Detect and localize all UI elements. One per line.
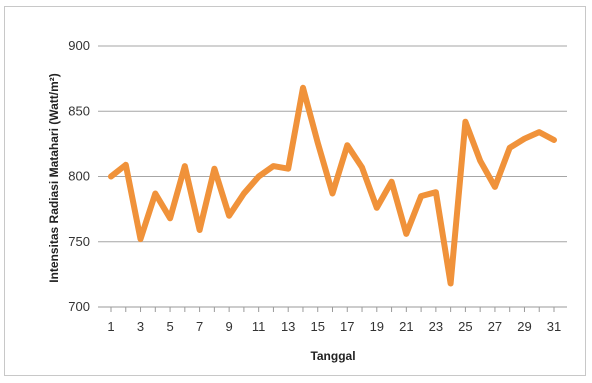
chart-frame — [4, 6, 586, 376]
y-tick-label: 800 — [68, 169, 90, 184]
x-tick-label: 3 — [137, 319, 144, 334]
x-tick-label: 15 — [310, 319, 324, 334]
x-tick-label: 1 — [107, 319, 114, 334]
x-tick-label: 11 — [252, 319, 266, 334]
series-line-0 — [108, 84, 557, 287]
x-tick-label: 27 — [488, 319, 502, 334]
y-tick-label: 900 — [68, 38, 90, 53]
y-tick-label: 750 — [68, 234, 90, 249]
x-tick-label: 17 — [340, 319, 354, 334]
y-tick-labels: 700 750 800 850 900 — [68, 38, 90, 314]
y-axis-title: Intensitas Radiasi Matahari (Watt/m²) — [47, 73, 61, 283]
x-tick-label: 23 — [429, 319, 443, 334]
series-group — [108, 84, 557, 287]
x-tick-label: 25 — [458, 319, 472, 334]
x-tick-label: 9 — [226, 319, 233, 334]
x-tick-label: 7 — [196, 319, 203, 334]
x-tick-label: 5 — [166, 319, 173, 334]
x-tick-label: 29 — [517, 319, 531, 334]
y-tick-label: 700 — [68, 299, 90, 314]
x-tick-label: 13 — [281, 319, 295, 334]
gridlines — [98, 45, 567, 312]
x-tick-label: 31 — [547, 319, 561, 334]
x-tick-label: 21 — [399, 319, 413, 334]
x-tick-label: 19 — [370, 319, 384, 334]
x-axis-title: Tanggal — [310, 349, 355, 363]
x-tick-labels: 1 3 5 7 9 11 13 15 17 19 21 23 25 27 29 31 — [107, 319, 561, 334]
y-tick-label: 850 — [68, 103, 90, 118]
